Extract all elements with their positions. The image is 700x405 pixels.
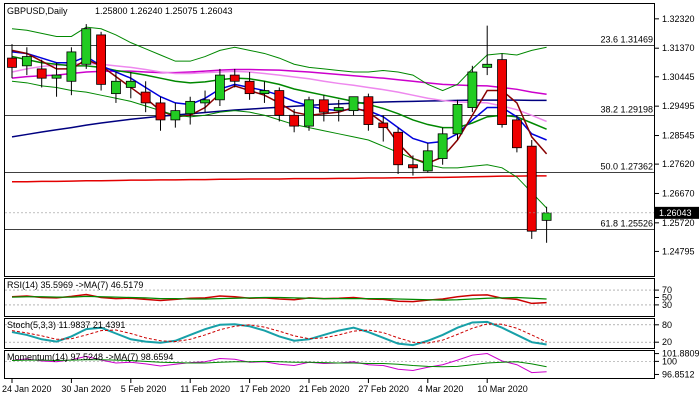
candle-body bbox=[111, 80, 121, 95]
moving-average-line bbox=[12, 175, 547, 183]
candle-body bbox=[408, 164, 418, 169]
ohlc-open: 1.25800 bbox=[95, 6, 128, 16]
price-tick-label: 1.26670 bbox=[662, 188, 695, 198]
indicator-series-line bbox=[11, 293, 547, 305]
price-tick-label: 1.32320 bbox=[662, 14, 695, 24]
candle-body bbox=[200, 99, 210, 104]
chart-title: GBPUSD,Daily bbox=[7, 6, 68, 16]
current-price-label: 1.26043 bbox=[659, 208, 692, 218]
candlesticks: 1.26043 bbox=[5, 24, 699, 243]
candle-body bbox=[378, 122, 389, 129]
price-tick-label: 1.25720 bbox=[662, 218, 695, 228]
candle-body bbox=[437, 133, 448, 159]
date-tick-label: 11 Feb 2020 bbox=[180, 384, 230, 394]
candle-body bbox=[526, 145, 537, 232]
date-tick-label: 4 Mar 2020 bbox=[418, 384, 464, 394]
momentum-panel-frame bbox=[4, 350, 655, 379]
price-tick-label: 1.28545 bbox=[662, 131, 695, 141]
candle-body bbox=[333, 107, 344, 112]
indicator-tick-label: 100 bbox=[662, 356, 677, 366]
candle-body bbox=[214, 74, 225, 101]
date-tick-label: 5 Feb 2020 bbox=[121, 384, 167, 394]
indicator-series-line bbox=[11, 359, 547, 368]
candle-body bbox=[96, 34, 106, 85]
fib-level-label: 38.2 1.29198 bbox=[600, 105, 653, 115]
price-axis-labels: 1.32320 1.31370 1.30445 1.29495 1.28545 1.276… bbox=[655, 14, 695, 256]
candle-body bbox=[452, 104, 463, 135]
date-tick-label: 30 Jan 2020 bbox=[61, 384, 111, 394]
indicator-name: Stoch(5,3,3) 11.9837 21.4391 bbox=[7, 320, 125, 330]
price-tick-label: 1.30445 bbox=[662, 72, 695, 82]
indicator-tick-label: 20 bbox=[662, 337, 672, 347]
date-tick-label: 17 Feb 2020 bbox=[240, 384, 291, 394]
candle-body bbox=[21, 56, 32, 67]
candle-body bbox=[304, 99, 314, 127]
candle-body bbox=[140, 91, 151, 104]
ohlc-close: 1.26043 bbox=[200, 6, 233, 16]
candle-body bbox=[155, 102, 166, 121]
candle-body bbox=[289, 114, 300, 127]
candle-body bbox=[81, 28, 92, 65]
indicator-tick-label: 80 bbox=[662, 320, 672, 330]
candle-body bbox=[274, 90, 285, 116]
fib-level-label: 23.6 1.31469 bbox=[600, 35, 653, 45]
date-axis-labels: 24 Jan 2020 30 Jan 2020 5 Feb 2020 11 Feb 2… bbox=[2, 379, 528, 394]
date-tick-label: 10 Mar 2020 bbox=[477, 384, 528, 394]
indicator-name: Momentum(14) 97.5248 ->MA(7) 98.6594 bbox=[7, 352, 173, 362]
fib-level-label: 50.0 1.27362 bbox=[600, 162, 653, 172]
ohlc-high: 1.26240 bbox=[130, 6, 163, 16]
date-tick-label: 21 Feb 2020 bbox=[299, 384, 350, 394]
moving-average-line bbox=[11, 26, 547, 92]
indicator-series-line bbox=[11, 295, 547, 301]
indicator-series-line bbox=[11, 320, 547, 347]
candle-body bbox=[482, 63, 493, 68]
candle-body bbox=[467, 71, 478, 108]
candle-body bbox=[244, 80, 255, 95]
indicator-tick-label: 101.8809 bbox=[662, 349, 700, 359]
indicator-tick-label: 50 bbox=[662, 293, 672, 303]
date-tick-label: 24 Jan 2020 bbox=[2, 384, 52, 394]
fib-level-label: 61.8 1.25526 bbox=[600, 219, 653, 229]
candle-body bbox=[497, 59, 507, 125]
rsi-panel-frame bbox=[4, 278, 655, 317]
candle-body bbox=[422, 150, 433, 172]
candle-body bbox=[348, 96, 359, 112]
ohlc-low: 1.25075 bbox=[165, 6, 198, 16]
date-tick-label: 27 Feb 2020 bbox=[358, 384, 409, 394]
chart-axes bbox=[4, 3, 655, 379]
candle-body bbox=[512, 119, 522, 149]
candle-body bbox=[51, 74, 62, 79]
indicator-series-line bbox=[11, 323, 547, 344]
indicator-name: RSI(14) 35.5969 ->MA(7) 46.5179 bbox=[7, 280, 143, 290]
indicator-tick-label: 70 bbox=[662, 285, 672, 295]
price-tick-label: 1.24795 bbox=[662, 246, 695, 256]
candle-body bbox=[318, 99, 329, 113]
candle-body bbox=[229, 74, 240, 82]
indicator-tick-label: 96.8512 bbox=[662, 369, 695, 379]
candle-body bbox=[363, 96, 374, 125]
price-tick-label: 1.27620 bbox=[662, 159, 695, 169]
candle-body bbox=[66, 51, 77, 82]
candle-body bbox=[170, 110, 181, 121]
indicator-tick-label: 30 bbox=[662, 300, 672, 310]
candle-body bbox=[185, 100, 196, 115]
stoch-panel-frame bbox=[4, 318, 655, 349]
price-tick-label: 1.31370 bbox=[662, 43, 695, 53]
candle-body bbox=[36, 68, 47, 79]
candle-body bbox=[393, 131, 404, 166]
candle-body bbox=[259, 90, 270, 95]
candle-body bbox=[125, 80, 136, 88]
fibonacci-levels: 23.6 1.31469 38.2 1.29198 50.0 1.27362 61.8… bbox=[5, 35, 655, 230]
main-panel-frame bbox=[4, 3, 655, 277]
candle-body bbox=[7, 57, 17, 68]
price-tick-label: 1.29495 bbox=[662, 101, 695, 111]
current-price-tag bbox=[655, 206, 699, 219]
candle-body bbox=[541, 212, 552, 221]
